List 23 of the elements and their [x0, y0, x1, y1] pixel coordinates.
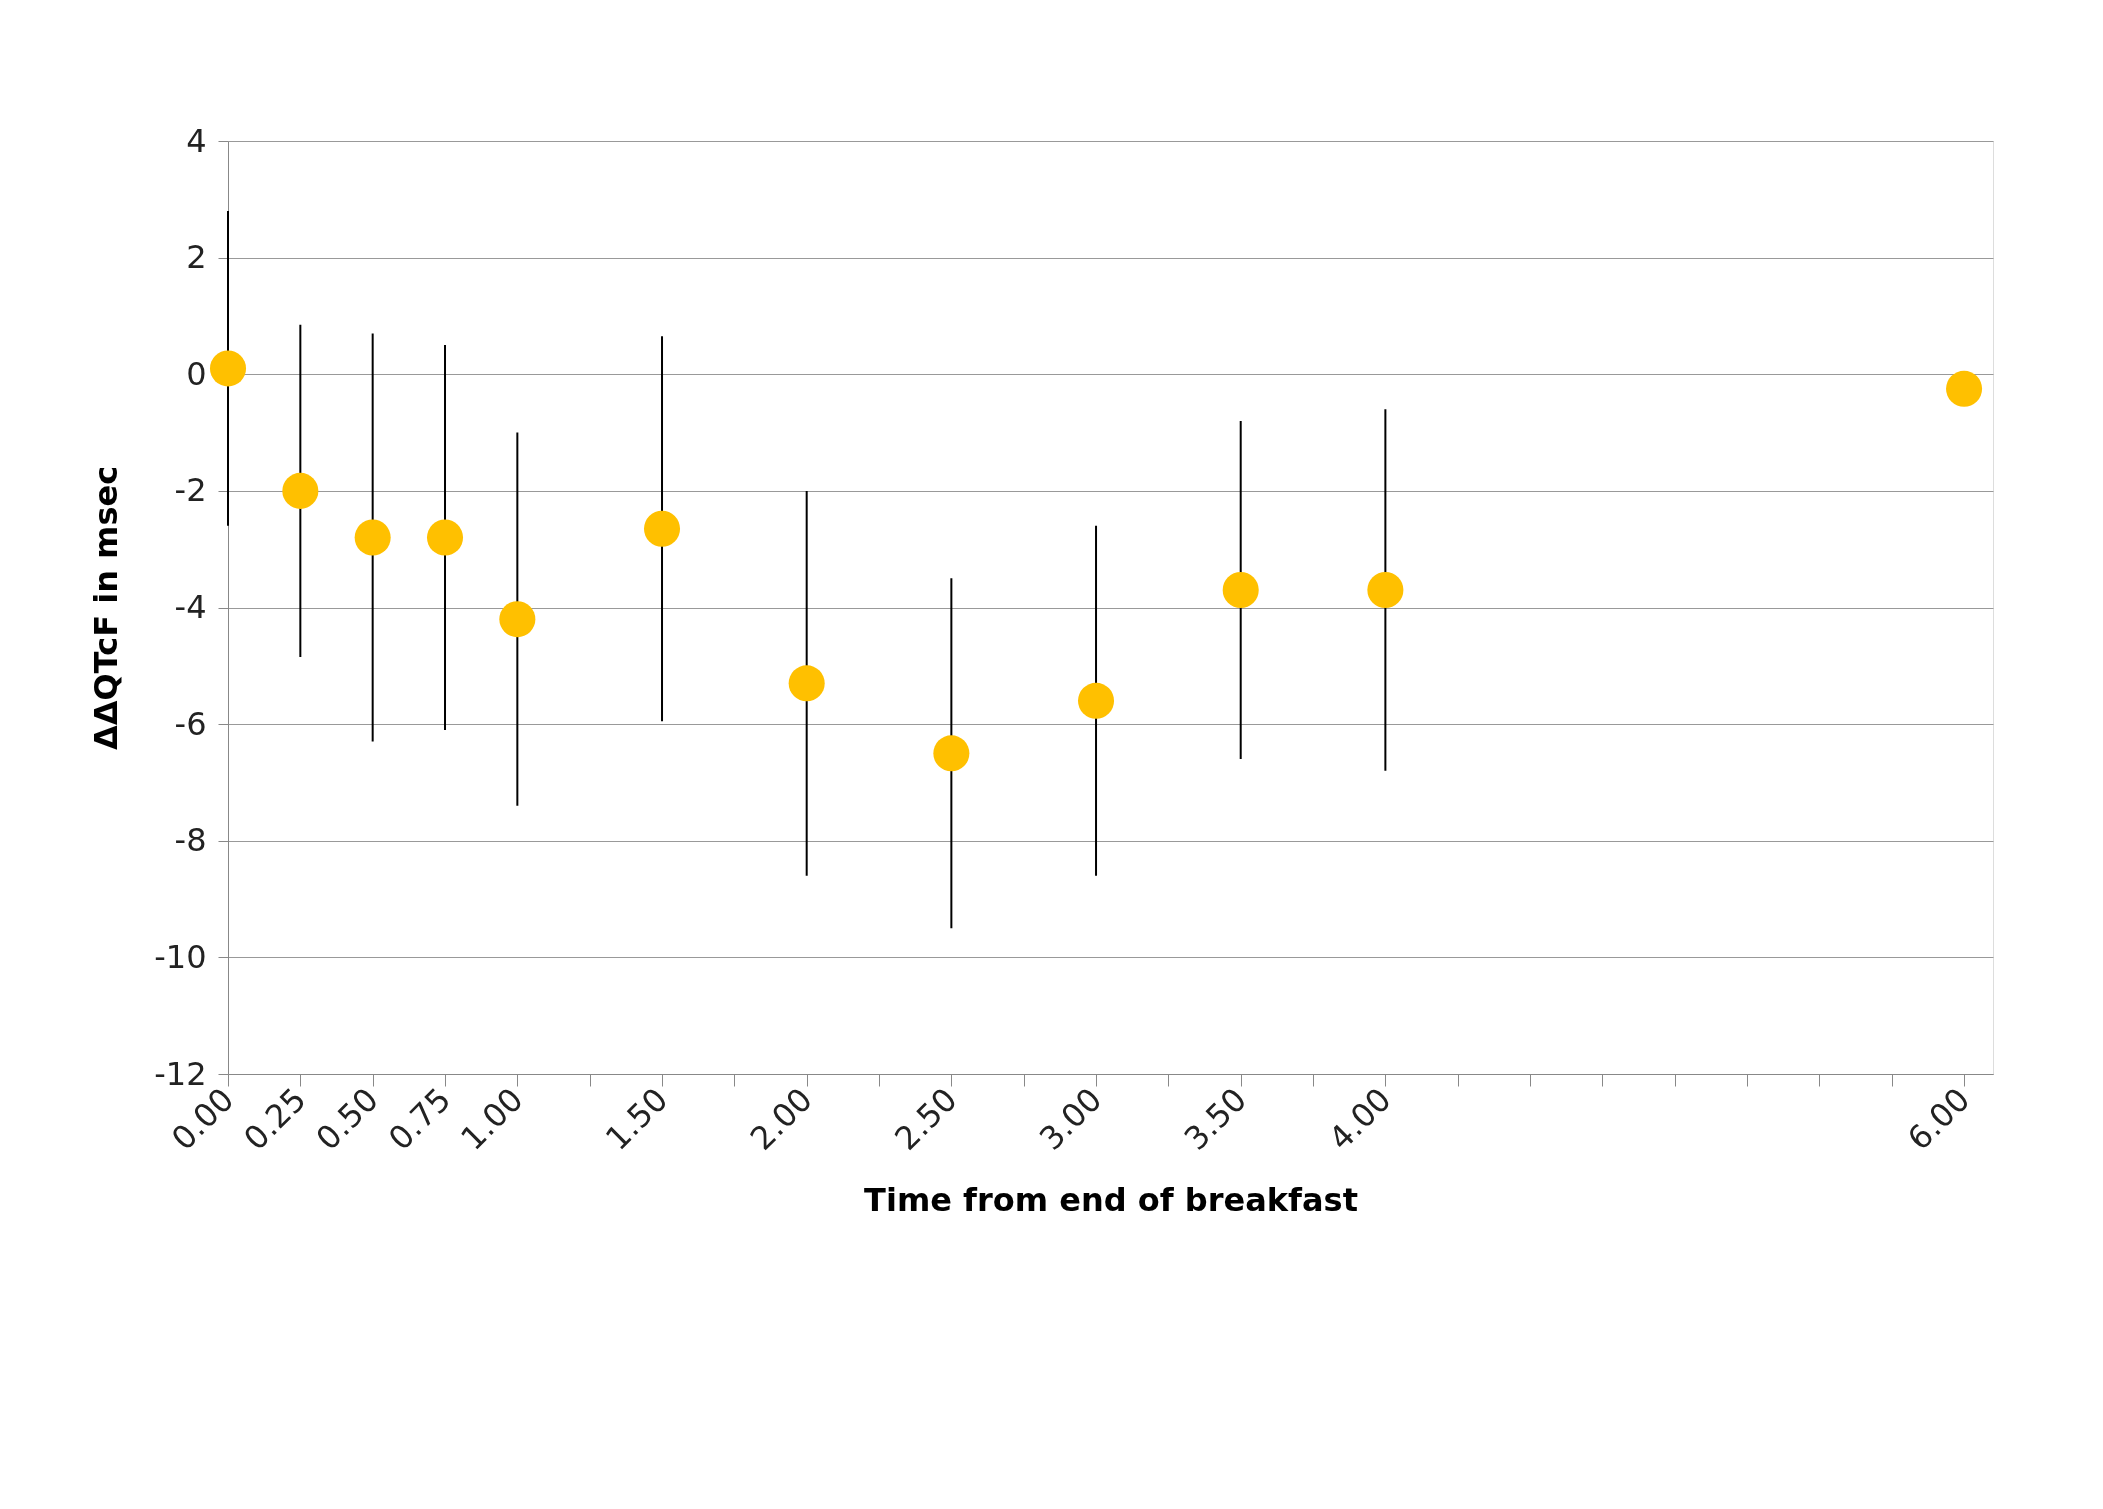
point	[1367, 572, 1404, 608]
y-tick-label: -6	[174, 704, 207, 743]
point	[788, 665, 825, 702]
point	[209, 350, 247, 387]
point	[643, 510, 681, 547]
point	[1078, 682, 1115, 719]
x-axis-title: Time from end of breakfast	[864, 1181, 1358, 1220]
point	[282, 472, 319, 509]
y-tick-label: -8	[174, 821, 207, 860]
point	[426, 519, 464, 556]
y-tick-label: -10	[154, 937, 207, 976]
point	[1946, 370, 1983, 407]
y-tick-label: 4	[186, 121, 207, 160]
y-tick-label: 2	[186, 238, 207, 277]
y-axis-title: ΔΔQTcF in msec	[87, 465, 126, 751]
y-tick-label: -12	[154, 1054, 207, 1093]
point	[933, 735, 970, 772]
point	[1222, 572, 1259, 608]
y-tick-label: -4	[174, 588, 207, 626]
point	[354, 519, 391, 556]
point	[499, 601, 536, 638]
y-tick-label: -2	[174, 471, 207, 510]
y-tick-label: 0	[186, 354, 207, 393]
